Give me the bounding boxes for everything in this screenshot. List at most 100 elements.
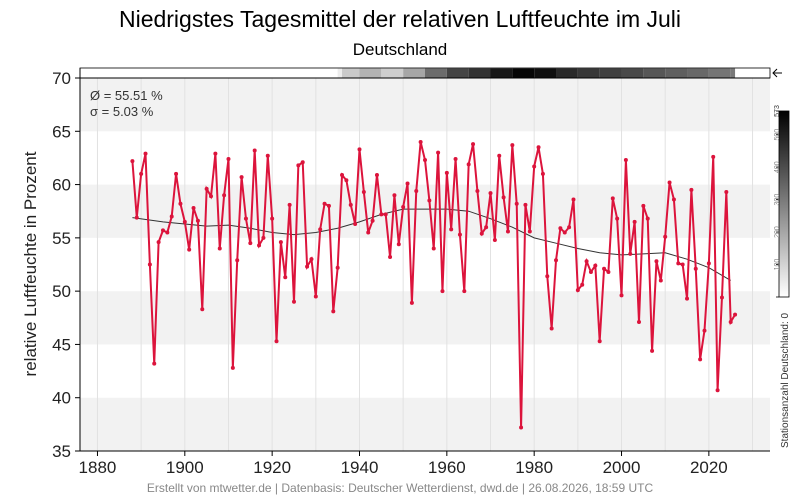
strip-cell — [577, 68, 600, 78]
sd-label: σ = 5.03 % — [90, 104, 154, 119]
x-tick-label: 1900 — [166, 458, 204, 477]
chart-title: Niedrigstes Tagesmittel der relativen Lu… — [118, 6, 682, 32]
footer-credits: Erstellt von mtwetter.de | Datenbasis: D… — [146, 481, 654, 495]
data-point — [449, 227, 454, 232]
colorbar-tick-label: 573 — [774, 105, 781, 117]
data-point — [453, 156, 458, 161]
data-point — [409, 300, 414, 305]
y-tick-label: 40 — [52, 389, 71, 408]
data-point — [719, 295, 724, 300]
data-point — [322, 201, 327, 206]
data-point — [147, 262, 152, 267]
data-point — [331, 309, 336, 314]
colorbar — [778, 110, 790, 298]
data-point — [305, 264, 310, 269]
strip-cell — [643, 68, 666, 78]
strip-cell — [730, 68, 736, 78]
data-point — [388, 255, 393, 260]
data-point — [340, 172, 345, 177]
data-point — [602, 266, 607, 271]
data-point — [134, 215, 139, 220]
strip-cell — [490, 68, 513, 78]
data-point — [239, 175, 244, 180]
x-axis-ticks: 1880 1900 1920 1940 1960 1980 2000 2020 — [79, 451, 728, 477]
data-point — [457, 232, 462, 237]
data-point — [711, 154, 716, 159]
data-point — [663, 234, 668, 239]
data-point — [361, 190, 366, 195]
data-point — [471, 142, 476, 147]
strip-cell — [468, 68, 491, 78]
y-tick-label: 65 — [52, 122, 71, 141]
data-point — [475, 188, 480, 193]
data-point — [383, 212, 388, 217]
strip-cell — [556, 68, 578, 78]
colorbar-ticks: 100 200 300 400 500 573 — [774, 105, 781, 298]
data-point — [195, 218, 200, 223]
x-tick-label: 2000 — [603, 458, 641, 477]
data-point — [213, 151, 218, 156]
data-point — [623, 158, 628, 163]
data-point — [571, 197, 576, 202]
data-point — [283, 275, 288, 280]
data-point — [152, 361, 157, 366]
stats-box: Ø = 55.51 % σ = 5.03 % — [90, 88, 163, 119]
data-point — [715, 388, 720, 393]
colorbar-tick-label: 400 — [774, 161, 781, 173]
y-band — [80, 78, 770, 132]
data-point — [532, 164, 537, 169]
data-point — [636, 320, 641, 325]
colorbar-tick-label: 200 — [774, 226, 781, 238]
station-count-strip — [79, 67, 771, 79]
data-point — [235, 258, 240, 263]
data-point — [344, 178, 349, 183]
data-point — [619, 293, 624, 298]
strip-cell — [621, 68, 644, 78]
data-point — [418, 139, 423, 144]
colorbar-tick-label: 500 — [774, 129, 781, 141]
data-point — [182, 219, 187, 224]
data-point — [597, 339, 602, 344]
data-point — [462, 289, 467, 294]
data-point — [414, 188, 419, 193]
y-tick-label: 70 — [52, 69, 71, 88]
y-tick-label: 35 — [52, 442, 71, 461]
data-point — [427, 198, 432, 203]
data-point — [226, 156, 231, 161]
y-axis-label: relative Luftfeuchte in Prozent — [21, 151, 40, 376]
data-point — [178, 201, 183, 206]
background-bands — [80, 78, 770, 451]
data-point — [217, 246, 222, 251]
data-point — [615, 216, 620, 221]
data-point — [431, 246, 436, 251]
data-point — [191, 206, 196, 211]
data-point — [610, 196, 615, 201]
data-point — [654, 259, 659, 264]
data-point — [593, 263, 598, 268]
data-point — [318, 227, 323, 232]
strip-cell — [687, 68, 709, 78]
data-point — [296, 163, 301, 168]
data-point — [641, 203, 646, 208]
strip-pointer-arrow — [772, 68, 782, 78]
data-point — [584, 259, 589, 264]
data-point — [632, 219, 637, 224]
x-tick-label: 1880 — [79, 458, 117, 477]
data-point — [650, 348, 655, 353]
observed-points — [130, 139, 738, 430]
data-point — [405, 181, 410, 186]
data-point — [169, 214, 174, 219]
strip-cell — [665, 68, 688, 78]
data-point — [165, 230, 170, 235]
data-point — [243, 216, 248, 221]
strip-cell — [512, 68, 535, 78]
data-point — [549, 326, 554, 331]
strip-cell — [337, 68, 343, 78]
data-point — [580, 282, 585, 287]
data-point — [733, 312, 738, 317]
data-point — [671, 197, 676, 202]
vertical-gridlines — [96, 78, 754, 451]
strip-cell — [425, 68, 447, 78]
data-point — [645, 216, 650, 221]
